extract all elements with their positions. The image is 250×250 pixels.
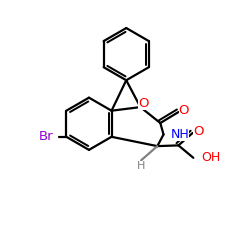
Text: NH: NH [170,128,189,141]
Text: H: H [137,161,145,171]
Text: O: O [193,125,203,138]
Text: OH: OH [202,151,221,164]
Text: O: O [138,97,149,110]
Text: Br: Br [38,130,53,143]
Text: O: O [179,104,189,117]
